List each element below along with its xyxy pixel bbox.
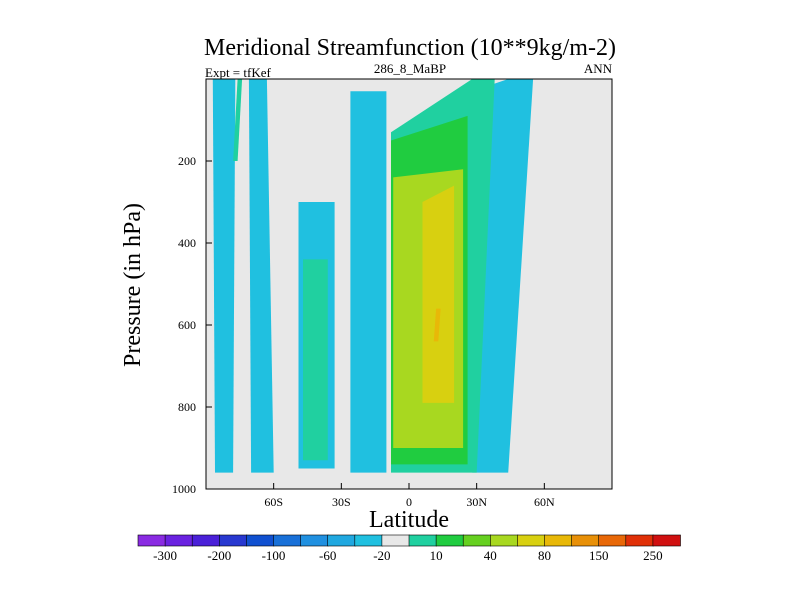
contour-region-10 [422,185,455,403]
y-tick-label: 1000 [172,482,196,496]
y-tick-label: 800 [178,400,196,414]
x-axis-ticks: 60S 30S 0 30N 60N [264,483,555,509]
colorbar-segment [489,534,519,547]
colorbar-segment [246,534,275,547]
x-tick-label: 30S [332,495,351,509]
chart-title: Meridional Streamfunction (10**9kg/m-2) [204,35,616,61]
colorbar: -300 -200 -100 -60 -20 10 40 80 150 250 [137,534,681,563]
x-tick-label: 30N [466,495,487,509]
subtitle-center: 286_8_MaBP [374,61,446,76]
colorbar-segment [191,534,221,547]
contour-regions [212,79,534,473]
y-tick-label: 200 [178,154,196,168]
contour-region-3 [350,91,387,473]
contour-region-5 [233,79,243,161]
y-axis-ticks: 200 400 600 800 1000 [172,154,212,496]
colorbar-segment [300,534,329,547]
colorbar-label: -300 [153,548,177,563]
x-axis-label: Latitude [369,507,449,533]
colorbar-segment [354,534,383,547]
colorbar-segment [652,534,681,547]
colorbar-segment [517,534,546,547]
contour-region-1 [248,79,274,473]
colorbar-segment [219,534,248,547]
plot-area [205,78,613,490]
colorbar-segment [544,534,573,547]
subtitle-right: ANN [584,61,613,76]
subtitle-left: Expt = tfKef [205,65,271,80]
colorbar-label: -100 [262,548,286,563]
colorbar-segment [435,534,465,547]
colorbar-segment [273,534,302,547]
colorbar-label: 150 [589,548,609,563]
colorbar-segment [137,534,166,547]
colorbar-segment [327,534,356,547]
contour-region-0 [212,79,236,473]
colorbar-segment [381,534,410,547]
x-tick-label: 60N [534,495,555,509]
colorbar-segment [625,534,654,547]
colorbar-segment [571,534,600,547]
y-axis-label: Pressure (in hPa) [120,203,146,367]
colorbar-label: 40 [484,548,497,563]
colorbar-label: 10 [430,548,443,563]
contour-region-6 [303,259,328,461]
colorbar-label: 250 [643,548,663,563]
x-tick-label: 60S [264,495,283,509]
colorbar-label: -60 [319,548,336,563]
colorbar-segment [462,534,492,547]
y-tick-label: 600 [178,318,196,332]
colorbar-segment [164,534,194,547]
x-tick-label: 0 [406,495,412,509]
contour-region-11 [433,308,441,342]
colorbar-label: 80 [538,548,551,563]
colorbar-label: -20 [373,548,390,563]
colorbar-segment [598,534,627,547]
y-tick-label: 400 [178,236,196,250]
colorbar-segment [408,534,437,547]
colorbar-label: -200 [207,548,231,563]
